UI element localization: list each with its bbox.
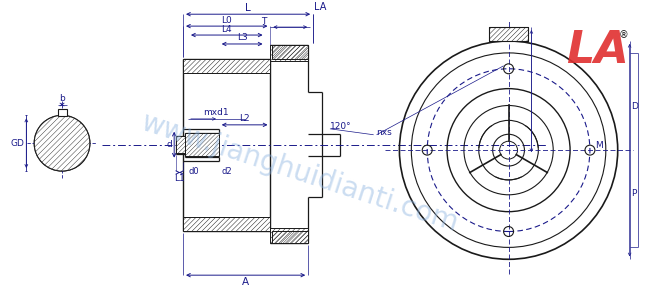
- Text: L0: L0: [222, 16, 232, 25]
- Text: d0: d0: [188, 167, 199, 176]
- Polygon shape: [185, 133, 219, 156]
- Polygon shape: [270, 45, 308, 61]
- Text: A: A: [242, 277, 249, 287]
- Text: M: M: [595, 141, 603, 150]
- Polygon shape: [272, 45, 308, 59]
- Polygon shape: [270, 228, 308, 244]
- Bar: [489, 27, 528, 41]
- Text: L2: L2: [239, 114, 250, 123]
- Polygon shape: [34, 116, 90, 171]
- Text: d: d: [167, 140, 173, 149]
- Text: L1: L1: [174, 174, 185, 183]
- Polygon shape: [489, 27, 528, 41]
- Text: GD: GD: [10, 139, 24, 148]
- Text: d2: d2: [222, 167, 233, 176]
- Text: L: L: [245, 3, 251, 13]
- Polygon shape: [183, 217, 270, 230]
- Polygon shape: [272, 230, 308, 244]
- Text: ®: ®: [619, 30, 629, 40]
- Text: nxs: nxs: [376, 128, 393, 137]
- Text: 120°: 120°: [330, 122, 352, 131]
- Polygon shape: [176, 136, 185, 153]
- Text: mxd1: mxd1: [203, 108, 229, 117]
- Text: www.jianghuidianti.com: www.jianghuidianti.com: [138, 108, 462, 238]
- Text: D: D: [632, 102, 638, 111]
- Text: P: P: [632, 189, 637, 198]
- Text: LA: LA: [314, 2, 326, 12]
- Text: L4: L4: [222, 25, 232, 34]
- Text: LA: LA: [566, 29, 629, 72]
- Bar: [58, 110, 66, 116]
- Text: b: b: [59, 94, 65, 103]
- Polygon shape: [183, 59, 270, 73]
- Text: L3: L3: [237, 34, 248, 42]
- Text: T: T: [261, 17, 266, 26]
